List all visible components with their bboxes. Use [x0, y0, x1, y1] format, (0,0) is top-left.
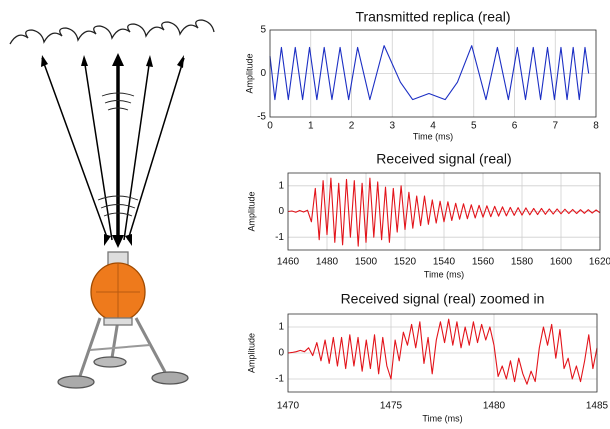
y-axis-label: Amplitude — [246, 333, 256, 373]
x-tick-label: 1540 — [433, 257, 456, 268]
x-tick-label: 1470 — [277, 401, 300, 412]
y-tick-label: 1 — [278, 322, 284, 333]
x-axis-label: Time (ms) — [422, 413, 462, 423]
y-tick-label: -1 — [275, 232, 284, 243]
x-tick-label: 1480 — [483, 401, 506, 412]
chart-title: Received signal (real) zoomed in — [341, 291, 545, 307]
y-axis-label: Amplitude — [246, 191, 256, 231]
x-tick-label: 1475 — [380, 401, 403, 412]
chart-title: Received signal (real) — [376, 151, 511, 167]
arrowheads — [41, 53, 184, 248]
x-tick-label: 0 — [267, 121, 273, 132]
x-axis-label: Time (ms) — [413, 131, 453, 141]
x-tick-label: 1620 — [589, 257, 610, 268]
y-tick-label: 5 — [260, 25, 266, 36]
x-tick-label: 1580 — [511, 257, 534, 268]
x-tick-label: 1460 — [277, 257, 300, 268]
x-tick-label: 1520 — [394, 257, 417, 268]
x-tick-label: 3 — [389, 121, 395, 132]
x-tick-label: 1600 — [550, 257, 573, 268]
y-tick-label: 0 — [278, 348, 284, 359]
x-tick-label: 1480 — [316, 257, 339, 268]
sea-surface — [10, 20, 214, 44]
x-tick-label: 2 — [349, 121, 355, 132]
y-axis-label: Amplitude — [244, 53, 254, 93]
x-tick-label: 4 — [430, 121, 436, 132]
x-tick-label: 6 — [512, 121, 518, 132]
x-tick-label: 1 — [308, 121, 314, 132]
x-tick-label: 1560 — [472, 257, 495, 268]
x-axis-label: Time (ms) — [424, 269, 464, 279]
x-tick-label: 5 — [471, 121, 477, 132]
x-tick-label: 8 — [593, 121, 599, 132]
x-tick-label: 1500 — [355, 257, 378, 268]
y-tick-label: 0 — [260, 68, 266, 79]
x-tick-label: 1485 — [586, 401, 609, 412]
x-tick-label: 7 — [552, 121, 558, 132]
y-tick-label: 0 — [278, 206, 284, 217]
y-tick-label: 1 — [278, 180, 284, 191]
seabed-device — [58, 252, 188, 388]
arrows — [42, 58, 184, 240]
y-tick-label: -5 — [257, 112, 266, 123]
chart-title: Transmitted replica (real) — [355, 9, 510, 25]
illustration — [10, 20, 214, 388]
y-tick-label: -1 — [275, 374, 284, 385]
figure: 012345678-505Transmitted replica (real)T… — [0, 0, 610, 424]
